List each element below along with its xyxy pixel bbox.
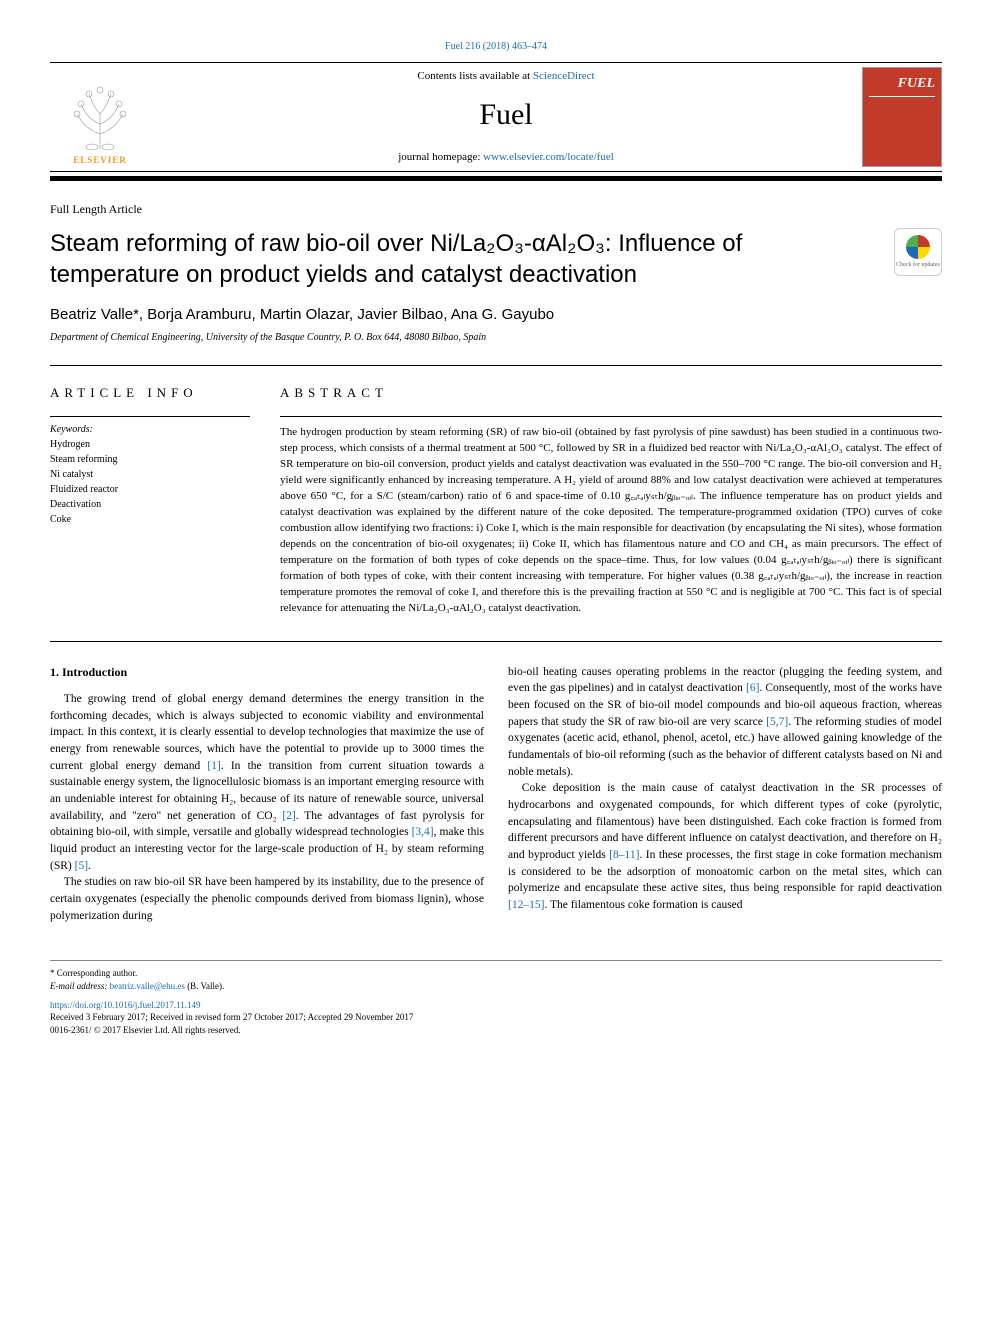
crossmark-button[interactable]: Check for updates bbox=[894, 228, 942, 276]
body-paragraph: The studies on raw bio-oil SR have been … bbox=[50, 874, 484, 924]
crossmark-label: Check for updates bbox=[896, 261, 940, 269]
received-dates: Received 3 February 2017; Received in re… bbox=[50, 1011, 942, 1024]
email-label: E-mail address: bbox=[50, 981, 110, 991]
affiliation: Department of Chemical Engineering, Univ… bbox=[50, 331, 942, 345]
article-info-label: ARTICLE INFO bbox=[50, 384, 250, 402]
article-title: Steam reforming of raw bio-oil over Ni/L… bbox=[50, 228, 874, 290]
article-type: Full Length Article bbox=[50, 201, 942, 218]
journal-homepage-link[interactable]: www.elsevier.com/locate/fuel bbox=[483, 151, 614, 163]
abstract-divider bbox=[50, 641, 942, 642]
cover-thumb-title: FUEL bbox=[869, 74, 935, 97]
header-divider bbox=[50, 176, 942, 181]
abstract-text: The hydrogen production by steam reformi… bbox=[280, 425, 942, 616]
body-paragraph: Coke deposition is the main cause of cat… bbox=[508, 780, 942, 913]
journal-name: Fuel bbox=[150, 94, 862, 136]
keyword-item: Ni catalyst bbox=[50, 467, 250, 482]
homepage-prefix: journal homepage: bbox=[398, 151, 483, 163]
article-info-block: ARTICLE INFO Keywords: Hydrogen Steam re… bbox=[50, 384, 250, 616]
abstract-block: ABSTRACT The hydrogen production by stea… bbox=[280, 384, 942, 616]
keywords-list: Hydrogen Steam reforming Ni catalyst Flu… bbox=[50, 437, 250, 527]
journal-header: ELSEVIER Contents lists available at Sci… bbox=[50, 62, 942, 172]
keyword-item: Fluidized reactor bbox=[50, 482, 250, 497]
keyword-item: Steam reforming bbox=[50, 452, 250, 467]
journal-homepage-line: journal homepage: www.elsevier.com/locat… bbox=[150, 150, 862, 165]
doi-link[interactable]: https://doi.org/10.1016/j.fuel.2017.11.1… bbox=[50, 999, 942, 1012]
sciencedirect-link[interactable]: ScienceDirect bbox=[533, 70, 595, 82]
copyright-line: 0016-2361/ © 2017 Elsevier Ltd. All righ… bbox=[50, 1024, 942, 1037]
elsevier-tree-icon bbox=[65, 84, 135, 154]
author-email-link[interactable]: beatriz.valle@ehu.es bbox=[110, 981, 185, 991]
corresponding-author: * Corresponding author. bbox=[50, 967, 942, 980]
keyword-item: Deactivation bbox=[50, 497, 250, 512]
keyword-item: Hydrogen bbox=[50, 437, 250, 452]
abstract-label: ABSTRACT bbox=[280, 384, 942, 402]
article-body: 1. Introduction The growing trend of glo… bbox=[50, 664, 942, 925]
crossmark-icon bbox=[906, 235, 930, 259]
elsevier-logo: ELSEVIER bbox=[50, 67, 150, 167]
intro-heading: 1. Introduction bbox=[50, 664, 484, 681]
authors: Beatriz Valle*, Borja Aramburu, Martin O… bbox=[50, 304, 942, 325]
keyword-item: Coke bbox=[50, 512, 250, 527]
running-citation: Fuel 216 (2018) 463–474 bbox=[50, 40, 942, 54]
page-footer: * Corresponding author. E-mail address: … bbox=[50, 960, 942, 1036]
body-paragraph: bio-oil heating causes operating problem… bbox=[508, 664, 942, 781]
email-suffix: (B. Valle). bbox=[185, 981, 224, 991]
contents-available-line: Contents lists available at ScienceDirec… bbox=[150, 69, 862, 84]
contents-prefix: Contents lists available at bbox=[417, 70, 532, 82]
keywords-label: Keywords: bbox=[50, 423, 250, 437]
journal-cover-thumb: FUEL bbox=[862, 67, 942, 167]
elsevier-label: ELSEVIER bbox=[73, 154, 127, 167]
body-paragraph: The growing trend of global energy deman… bbox=[50, 691, 484, 874]
email-line: E-mail address: beatriz.valle@ehu.es (B.… bbox=[50, 980, 942, 993]
